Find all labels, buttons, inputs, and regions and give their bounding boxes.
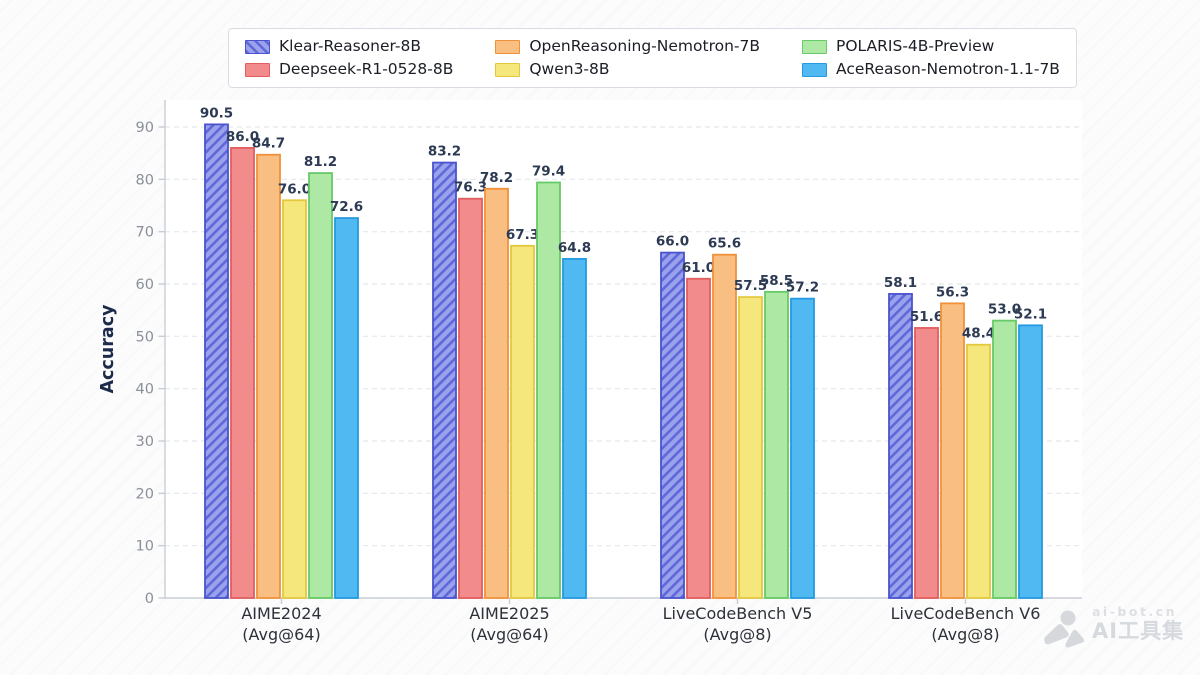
- bar-value-label: 76.3: [454, 180, 487, 196]
- bar: [966, 343, 991, 599]
- bar: [764, 290, 789, 599]
- bar: [230, 147, 255, 599]
- bar-value-label: 83.2: [428, 144, 461, 160]
- bar-value-label: 53.0: [988, 302, 1021, 318]
- bar-value-label: 48.4: [962, 326, 995, 342]
- legend-item: Qwen3-8B: [495, 58, 760, 81]
- y-tick-label: 90: [136, 120, 154, 136]
- bar: [334, 217, 359, 599]
- bar: [790, 297, 815, 599]
- bar: [888, 293, 913, 599]
- bar-value-label: 72.6: [330, 199, 363, 215]
- bar-value-label: 58.1: [884, 275, 917, 291]
- bar-value-label: 78.2: [480, 170, 513, 186]
- y-tick-label: 50: [136, 329, 154, 345]
- x-category-label: AIME2025 (Avg@64): [469, 604, 549, 644]
- bar: [204, 123, 229, 599]
- bar: [940, 302, 965, 599]
- bar-value-label: 84.7: [252, 136, 285, 152]
- bar-value-label: 52.1: [1014, 306, 1047, 322]
- bar: [914, 327, 939, 599]
- watermark: ai-bot.cn AI工具集: [1042, 604, 1194, 664]
- legend-item-label: OpenReasoning-Nemotron-7B: [529, 36, 760, 55]
- bar: [660, 251, 685, 599]
- bar-value-label: 86.0: [226, 129, 259, 145]
- x-category-label: LiveCodeBench V6 (Avg@8): [891, 604, 1041, 644]
- y-tick-label: 40: [136, 382, 154, 398]
- bar-value-label: 64.8: [558, 240, 591, 256]
- bar: [738, 296, 763, 599]
- bar-value-label: 56.3: [936, 284, 969, 300]
- y-tick-label: 80: [136, 172, 154, 188]
- bar: [282, 199, 307, 599]
- bar: [432, 161, 457, 599]
- bar: [458, 197, 483, 599]
- bar-value-label: 51.6: [910, 309, 943, 325]
- bar: [256, 153, 281, 599]
- legend-item-label: Qwen3-8B: [529, 59, 610, 78]
- bar-value-label: 66.0: [656, 234, 689, 250]
- legend-swatch-icon: [495, 39, 521, 54]
- bar-value-label: 79.4: [532, 163, 565, 179]
- watermark-logo-icon: [1044, 610, 1084, 648]
- legend-swatch-icon: [495, 62, 521, 77]
- bar: [686, 277, 711, 599]
- bar-value-label: 57.5: [734, 278, 767, 294]
- legend-item: Klear-Reasoner-8B: [245, 35, 453, 58]
- bar: [992, 319, 1017, 599]
- bar: [308, 172, 333, 599]
- y-tick-label: 20: [136, 486, 154, 502]
- bar: [510, 244, 535, 599]
- legend-item-label: Klear-Reasoner-8B: [279, 36, 421, 55]
- legend-swatch-icon: [245, 39, 270, 54]
- legend-item: OpenReasoning-Nemotron-7B: [495, 35, 760, 58]
- legend-item-label: Deepseek-R1-0528-8B: [279, 59, 454, 78]
- bar-value-label: 67.3: [506, 227, 539, 243]
- bar-value-label: 65.6: [708, 236, 741, 252]
- x-category-label: AIME2024 (Avg@64): [241, 604, 321, 644]
- bar: [484, 187, 509, 599]
- y-tick-label: 60: [136, 277, 154, 293]
- y-tick-label: 30: [136, 434, 154, 450]
- watermark-site-text: ai-bot.cn: [1092, 604, 1177, 619]
- watermark-brand-text: AI工具集: [1092, 619, 1185, 643]
- legend-item-label: POLARIS-4B-Preview: [836, 36, 995, 55]
- legend-item: Deepseek-R1-0528-8B: [245, 58, 453, 81]
- bar-value-label: 58.5: [760, 273, 793, 289]
- bar-value-label: 57.2: [786, 280, 819, 296]
- legend: Klear-Reasoner-8B Deepseek-R1-0528-8B Open…: [228, 28, 1077, 88]
- x-category-label: LiveCodeBench V5 (Avg@8): [663, 604, 813, 644]
- y-tick-label: 10: [136, 539, 154, 555]
- y-tick-label: 0: [145, 591, 154, 607]
- legend-item: AceReason-Nemotron-1.1-7B: [802, 58, 1060, 81]
- y-axis-title: Accuracy: [98, 304, 118, 394]
- bar-value-label: 90.5: [200, 105, 233, 121]
- legend-item-label: AceReason-Nemotron-1.1-7B: [836, 59, 1060, 78]
- legend-swatch-icon: [245, 62, 270, 77]
- legend-swatch-icon: [802, 62, 827, 77]
- bar: [1018, 324, 1043, 599]
- bar: [562, 257, 587, 599]
- bar-value-label: 76.0: [278, 181, 311, 197]
- legend-swatch-icon: [802, 39, 827, 54]
- bar-value-label: 61.0: [682, 260, 715, 276]
- bar: [536, 181, 561, 599]
- bar: [712, 253, 737, 599]
- bar-value-label: 81.2: [304, 154, 337, 170]
- y-tick-label: 70: [136, 225, 154, 241]
- legend-item: POLARIS-4B-Preview: [802, 35, 1060, 58]
